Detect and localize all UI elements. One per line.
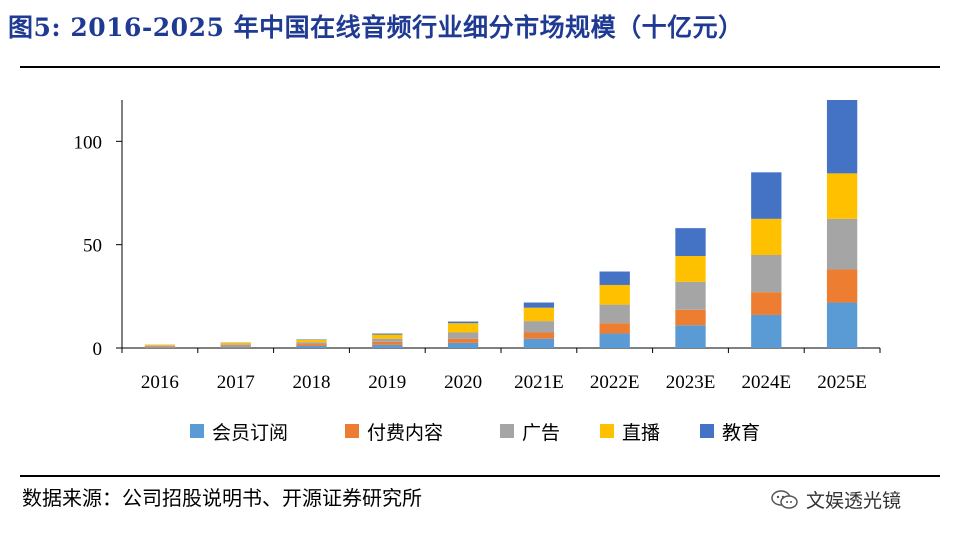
x-tick-label: 2019 (368, 372, 406, 393)
bar-segment (751, 172, 782, 219)
x-tick-label: 2022E (590, 372, 640, 393)
bar-segment (675, 309, 706, 326)
bar-segment (751, 314, 782, 348)
y-tick-label: 0 (93, 339, 103, 360)
bar-segment (751, 218, 782, 255)
watermark: 文娱透光镜 (770, 486, 901, 513)
bar-segment (599, 284, 630, 305)
bar-segment (220, 342, 251, 345)
bar-segment (372, 334, 403, 339)
bar-segment (220, 345, 251, 347)
legend-swatch (500, 424, 514, 438)
x-tick-label: 2025E (817, 372, 867, 393)
chart-title: 图5: 2016-2025 年中国在线音频行业细分市场规模（十亿元） (8, 13, 744, 42)
bar-segment (826, 302, 858, 348)
bar-segment (372, 333, 403, 335)
bar-segment (523, 338, 555, 348)
source-note: 数据来源：公司招股说明书、开源证券研究所 (22, 486, 422, 510)
bar-segment (751, 292, 782, 315)
x-tick-label: 2024E (741, 372, 791, 393)
bar-segment (675, 281, 706, 310)
bar-segment (599, 271, 630, 285)
bar-segment (144, 346, 176, 348)
bar-segment (447, 321, 479, 324)
bar-segment (675, 256, 706, 282)
bar-segment (826, 173, 858, 219)
bar-segment (447, 332, 479, 339)
bar-segment (523, 332, 555, 339)
bar-segment (675, 325, 706, 348)
legend-swatch (700, 424, 714, 438)
bar-segment (599, 333, 630, 348)
bar-segment (372, 344, 403, 348)
legend-label: 会员订阅 (212, 422, 288, 444)
x-tick-label: 2021E (514, 372, 564, 393)
bar-segment (220, 346, 251, 348)
bar-segment (523, 302, 555, 308)
stacked-bar-chart: 0 50 100 2016 2017 2018 2019 2020 2021E 2022E 2023… (74, 100, 881, 444)
x-tick-label: 2017 (217, 372, 255, 393)
legend-label: 广告 (522, 422, 560, 444)
bar-segment (675, 228, 706, 257)
y-tick-label: 50 (83, 236, 102, 257)
title-divider (20, 66, 940, 68)
bar-segment (220, 344, 251, 346)
bar-segment (826, 269, 858, 303)
bar-segment (144, 344, 176, 346)
bar-segment (826, 218, 858, 270)
bar-segment (751, 255, 782, 293)
watermark-text: 文娱透光镜 (806, 490, 902, 512)
bar-segment (447, 342, 479, 348)
bar-segment (296, 345, 327, 348)
bar-segment (826, 100, 858, 174)
wechat-icon (771, 489, 798, 509)
bar-segment (144, 347, 176, 348)
x-tick-label: 2020 (444, 372, 482, 393)
bar-segment (296, 339, 327, 343)
bar-segment (523, 307, 555, 322)
bar-segment (372, 338, 403, 342)
legend-swatch (345, 424, 359, 438)
bar-segment (523, 321, 555, 333)
bar-segment (372, 341, 403, 345)
bar-segment (144, 345, 176, 347)
legend-swatch (190, 424, 204, 438)
x-tick-label: 2016 (141, 372, 179, 393)
bar-segment (447, 338, 479, 343)
y-tick-label: 100 (74, 132, 103, 153)
bar-segment (599, 304, 630, 324)
bar-segment (447, 323, 479, 333)
bar-segment (599, 323, 630, 334)
bar-segment (296, 344, 327, 346)
x-tick-label: 2018 (293, 372, 331, 393)
legend-label: 直播 (622, 422, 660, 444)
legend-swatch (600, 424, 614, 438)
legend-label: 教育 (722, 422, 760, 444)
bar-segment (296, 342, 327, 345)
x-tick-label: 2023E (666, 372, 716, 393)
legend-label: 付费内容 (367, 422, 443, 444)
source-divider (20, 475, 940, 477)
